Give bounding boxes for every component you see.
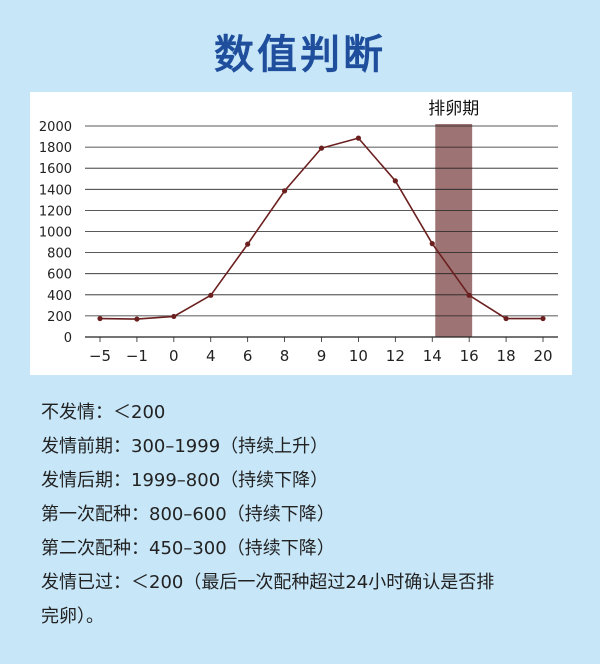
y-tick-label: 2000 xyxy=(39,120,72,135)
note-line: 完卵）。 xyxy=(41,606,104,627)
y-tick-label: 400 xyxy=(47,289,72,304)
data-point xyxy=(540,315,546,322)
data-point xyxy=(503,315,509,322)
note-line: 发情前期：300–1999（持续上升） xyxy=(41,436,329,457)
note-line: 第一次配种：800–600（持续下降） xyxy=(41,504,335,525)
y-tick-label: 200 xyxy=(47,310,72,325)
highlight-label: 排卵期 xyxy=(428,99,479,119)
data-point xyxy=(171,313,177,320)
note-line: 发情后期：1999–800（持续下降） xyxy=(41,470,329,491)
x-tick-label: 18 xyxy=(497,347,516,365)
notes-list: 不发情：＜200 发情前期：300–1999（持续上升） 发情后期：1999–8… xyxy=(41,396,581,634)
series-line xyxy=(99,137,543,320)
x-tick-label: 14 xyxy=(423,347,442,365)
data-point xyxy=(355,135,362,141)
x-tick-label: −5 xyxy=(89,347,111,365)
y-tick-label: 1400 xyxy=(39,183,72,198)
data-point xyxy=(392,178,398,184)
data-point xyxy=(134,316,140,322)
data-point xyxy=(318,145,325,151)
data-point xyxy=(97,315,103,322)
data-point xyxy=(245,241,251,247)
x-tick-label: 10 xyxy=(349,347,368,365)
y-tick-label: 600 xyxy=(47,268,72,283)
data-point xyxy=(429,241,435,247)
y-tick-label: 1200 xyxy=(39,204,72,219)
y-tick-label: 0 xyxy=(64,331,72,346)
y-tick-label: 1000 xyxy=(39,226,72,241)
y-tick-label: 1800 xyxy=(39,141,72,156)
line-chart: 排卵期0200400600800100012001400160018002000… xyxy=(39,99,558,365)
y-tick-label: 800 xyxy=(47,247,72,262)
x-tick-label: 6 xyxy=(243,347,253,365)
x-tick-label: 16 xyxy=(460,347,479,365)
y-tick-label: 1600 xyxy=(39,162,72,177)
x-tick-label: −1 xyxy=(126,347,148,365)
data-point xyxy=(466,292,472,298)
data-point xyxy=(281,188,288,194)
note-line: 不发情：＜200 xyxy=(41,402,166,423)
highlight-band xyxy=(435,124,473,337)
x-tick-label: 4 xyxy=(206,347,216,365)
chart-panel: 排卵期 0 200 400 600 800 1000 1200 1400 1600 1800 2000… xyxy=(30,92,572,375)
x-tick-label: 12 xyxy=(386,347,405,365)
page-title: 数值判断 xyxy=(214,32,386,78)
data-point xyxy=(208,292,214,298)
note-line: 发情已过：＜200（最后一次配种超过24小时确认是否排 xyxy=(41,572,495,593)
x-tick-label: 0 xyxy=(169,347,179,365)
x-tick-label: 8 xyxy=(280,347,290,365)
x-tick-label: 9 xyxy=(317,347,327,365)
note-line: 第二次配种：450–300（持续下降） xyxy=(41,538,335,559)
x-tick-label: 20 xyxy=(533,347,552,365)
